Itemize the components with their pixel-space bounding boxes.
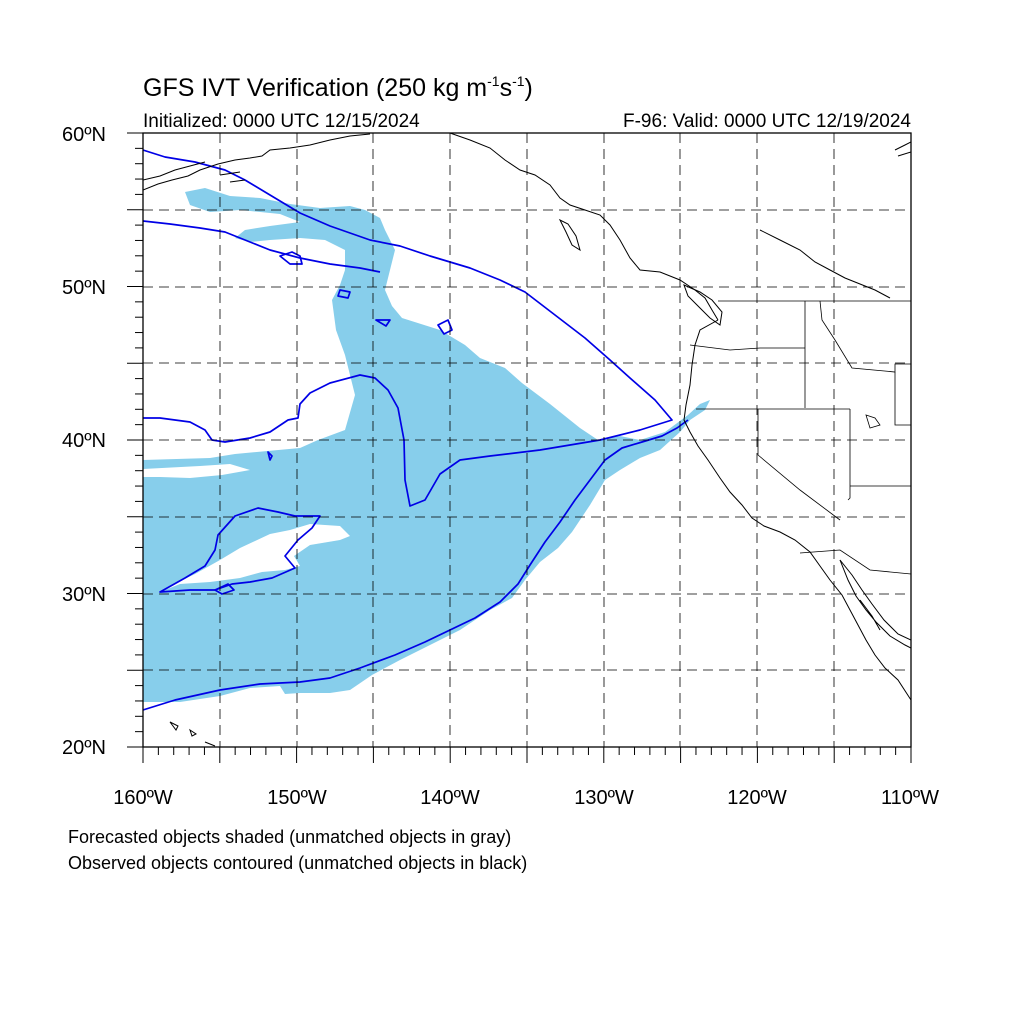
coastline-hawaii — [169, 721, 216, 747]
map-title: GFS IVT Verification (250 kg m-1s-1) — [143, 73, 533, 102]
border-wa-or — [689, 344, 805, 351]
observed-contour-small1 — [279, 251, 303, 265]
axis-ticks — [127, 132, 912, 763]
coastline-mainland-mexico — [839, 559, 911, 641]
coastline-alaska-2 — [143, 161, 246, 183]
coastline-us-west — [683, 319, 911, 701]
political-borders — [689, 300, 911, 575]
border-nv-ut — [847, 409, 911, 501]
coastline-baja — [839, 559, 911, 649]
lon-label-150w: 150ºW — [267, 787, 327, 809]
grid-lines — [143, 133, 911, 747]
observed-contour-small6 — [214, 583, 235, 595]
border-ca-nv — [757, 409, 841, 521]
border-us-mexico — [799, 549, 911, 575]
coastline-bc — [449, 133, 719, 321]
coastline-hudson — [894, 141, 911, 157]
lat-label-20n: 20ºN — [62, 737, 106, 759]
observed-contour-north — [143, 149, 673, 507]
lat-label-40n: 40ºN — [62, 430, 106, 452]
lon-label-120w: 120ºW — [727, 787, 787, 809]
lat-label-60n: 60ºN — [62, 124, 106, 146]
coastline-alaska — [143, 133, 371, 191]
valid-time-label: F-96: Valid: 0000 UTC 12/19/2024 — [623, 111, 911, 132]
observed-contour-small4 — [375, 319, 391, 327]
coastline-vancouver-island — [683, 284, 723, 326]
observed-contour-main — [143, 419, 689, 711]
lon-label-130w: 130ºW — [574, 787, 634, 809]
lon-label-140w: 140ºW — [420, 787, 480, 809]
init-time-label: Initialized: 0000 UTC 12/15/2024 — [143, 111, 420, 132]
lon-label-110w: 110ºW — [880, 787, 940, 809]
lake — [865, 414, 881, 429]
coastline-haida-gwaii — [558, 218, 581, 252]
forecast-objects — [143, 188, 710, 702]
coastlines — [143, 133, 911, 747]
lat-label-30n: 30ºN — [62, 584, 106, 606]
coastline-inland-1 — [759, 229, 891, 299]
observed-contour-small3 — [337, 289, 351, 299]
lat-label-50n: 50ºN — [62, 277, 106, 299]
observed-contour-small2 — [437, 319, 453, 335]
lon-label-160w: 160ºW — [113, 787, 173, 809]
observed-contour-small5 — [267, 451, 273, 461]
border-wy — [894, 372, 911, 426]
forecast-object-main — [143, 188, 710, 702]
observed-contour-west — [143, 220, 381, 273]
observed-contour-inner — [159, 507, 321, 593]
observed-objects — [143, 149, 689, 711]
note-forecast: Forecasted objects shaded (unmatched obj… — [68, 827, 512, 847]
border-id-mt — [819, 300, 911, 373]
note-observed: Observed objects contoured (unmatched ob… — [68, 853, 528, 873]
